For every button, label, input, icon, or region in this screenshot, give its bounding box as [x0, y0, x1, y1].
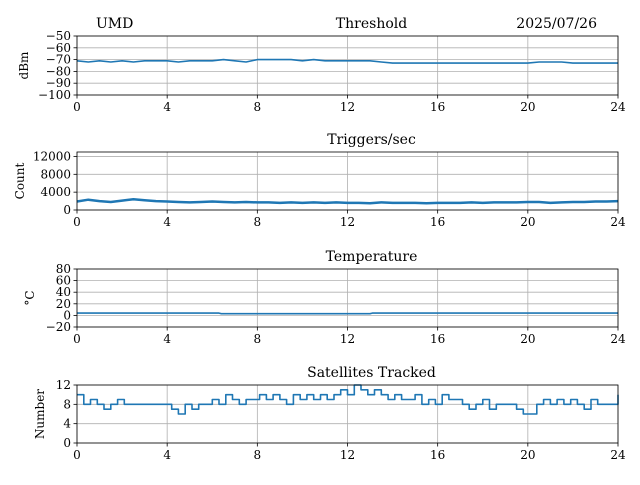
panel-title: Threshold	[336, 16, 407, 32]
series-line	[76, 198, 619, 205]
panel-title: Temperature	[326, 249, 418, 265]
x-tick-label: 20	[520, 448, 535, 462]
series-line	[76, 58, 618, 64]
y-tick-label: 4	[63, 417, 71, 431]
x-tick-label: 12	[340, 332, 355, 346]
y-tick-label: 8	[63, 397, 71, 411]
x-tick-label: 4	[163, 100, 171, 114]
y-tick-label: 80	[56, 262, 71, 276]
y-tick-label: 20	[56, 297, 71, 311]
y-tick-label: −100	[38, 88, 71, 102]
y-tick-label: −90	[46, 76, 71, 90]
panel-title: Satellites Tracked	[307, 365, 436, 381]
y-tick-label: −70	[46, 53, 71, 67]
chart-panel-0: 0 4 8 12 16 20 24 −100−90−80−70−60−50 Threshold d…	[17, 16, 626, 114]
series-line	[77, 312, 618, 315]
y-tick-label: −60	[46, 41, 71, 55]
y-tick-label: 12000	[33, 149, 71, 163]
x-tick-label: 8	[254, 215, 262, 229]
y-axis-label: dBm	[17, 51, 31, 80]
y-tick-label: −50	[46, 29, 71, 43]
x-tick-label: 24	[610, 448, 626, 462]
x-tick-label: 0	[73, 100, 81, 114]
x-tick-label: 16	[430, 215, 445, 229]
y-tick-label: 8000	[40, 167, 71, 181]
y-axis-label: Number	[33, 389, 47, 439]
x-tick-label: 0	[73, 332, 81, 346]
x-tick-label: 16	[430, 448, 445, 462]
y-axis-label: Count	[13, 162, 27, 199]
x-tick-label: 12	[340, 100, 355, 114]
x-tick-label: 8	[254, 100, 262, 114]
x-tick-label: 20	[520, 332, 535, 346]
y-tick-label: 4000	[40, 185, 71, 199]
x-tick-label: 16	[430, 100, 445, 114]
x-tick-label: 8	[254, 448, 262, 462]
y-tick-label: 40	[56, 285, 71, 299]
x-tick-label: 8	[254, 332, 262, 346]
y-axis-label: °C	[23, 290, 37, 305]
x-tick-label: 0	[73, 215, 81, 229]
x-tick-label: 12	[340, 215, 355, 229]
x-tick-label: 16	[430, 332, 445, 346]
x-tick-label: 20	[520, 215, 535, 229]
chart-panel-3: 0 4 8 12 16 20 24 0 4 8 12 Satellites Tracked Number	[33, 365, 626, 462]
x-tick-label: 0	[73, 448, 81, 462]
x-tick-label: 24	[610, 100, 626, 114]
x-tick-label: 24	[610, 332, 626, 346]
x-tick-label: 4	[163, 332, 171, 346]
panel-title: Triggers/sec	[327, 132, 416, 148]
chart-panels: 0 4 8 12 16 20 24 −100−90−80−70−60−50 Threshold d…	[13, 16, 626, 462]
x-tick-label: 4	[163, 448, 171, 462]
x-tick-label: 20	[520, 100, 535, 114]
y-tick-label: 12	[56, 378, 71, 392]
y-tick-label: 60	[56, 274, 71, 288]
station-label: UMD	[96, 16, 133, 32]
y-tick-label: −20	[46, 320, 71, 334]
x-tick-label: 24	[610, 215, 626, 229]
x-tick-label: 4	[163, 215, 171, 229]
y-tick-label: 0	[63, 308, 71, 322]
x-tick-label: 12	[340, 448, 355, 462]
chart-panel-1: 0 4 8 12 16 20 24 0 4000 8000 12000 Triggers/sec Cou…	[13, 132, 626, 229]
y-tick-label: −80	[46, 64, 71, 78]
y-tick-label: 0	[63, 203, 71, 217]
date-label: 2025/07/26	[516, 16, 597, 32]
series-line	[77, 384, 619, 415]
y-tick-label: 0	[63, 436, 71, 450]
